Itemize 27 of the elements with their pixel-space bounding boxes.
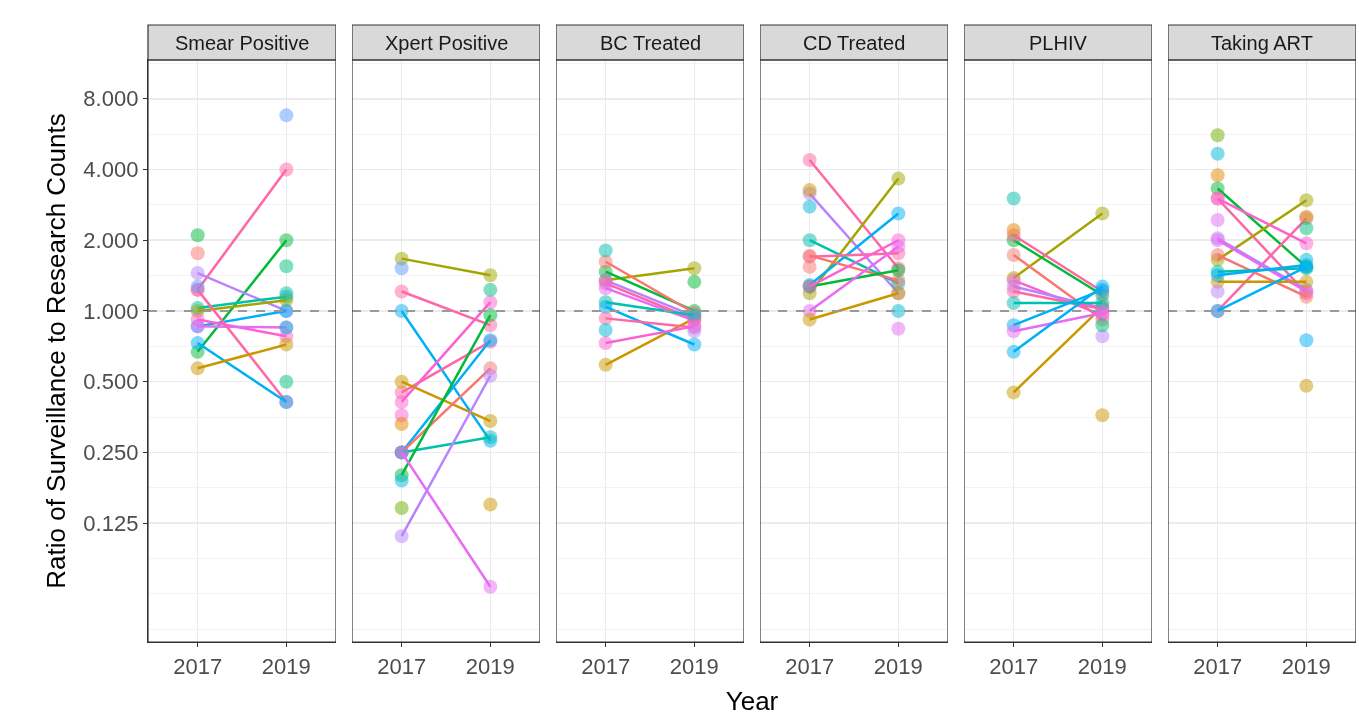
- x-tick-label: 2019: [873, 653, 923, 679]
- x-tick-label: 2017: [173, 653, 223, 679]
- y-tick-label: 8.000: [83, 86, 139, 112]
- x-tick-label: 2017: [1193, 653, 1243, 679]
- chart-title: CD Treated: [803, 32, 906, 54]
- x-tick-label: 2017: [989, 653, 1039, 679]
- chart-title: PLHIV: [1029, 32, 1088, 54]
- x-axis-title: Year: [724, 686, 780, 717]
- x-tick-label: 2019: [669, 653, 719, 679]
- chart-title: BC Treated: [600, 32, 702, 54]
- y-tick-label: 2.000: [83, 227, 139, 253]
- x-tick-label: 2019: [1281, 653, 1331, 679]
- y-tick-label: 1.000: [83, 298, 139, 324]
- y-tick-label: 0.500: [83, 369, 139, 395]
- y-axis-title: Ratio of Surveillance to Research Counts: [40, 113, 71, 589]
- x-tick-label: 2019: [1077, 653, 1127, 679]
- y-tick-label: 4.000: [83, 157, 139, 183]
- x-tick-label: 2017: [581, 653, 631, 679]
- chart-title: Xpert Positive: [385, 32, 509, 54]
- y-tick-label: 0.250: [83, 440, 139, 466]
- y-tick-label: 0.125: [83, 510, 139, 536]
- x-tick-label: 2019: [465, 653, 515, 679]
- x-tick-label: 2017: [785, 653, 835, 679]
- chart-title: Smear Positive: [175, 32, 310, 54]
- x-tick-label: 2017: [377, 653, 427, 679]
- x-tick-label: 2019: [261, 653, 311, 679]
- chart-title: Taking ART: [1211, 32, 1313, 54]
